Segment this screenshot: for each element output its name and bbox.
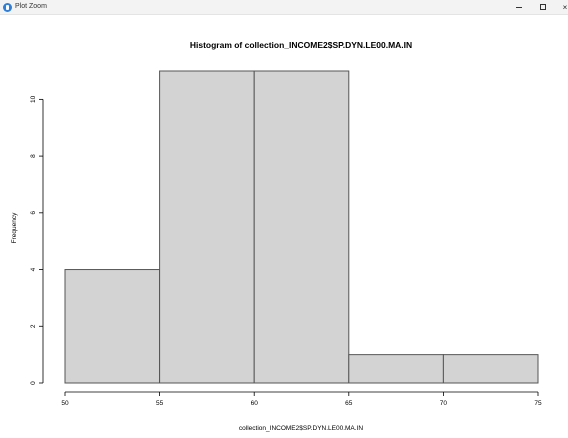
- window-title: Plot Zoom: [15, 3, 47, 10]
- minimize-icon: [516, 7, 522, 8]
- plot-area: Histogram of collection_INCOME2$SP.DYN.L…: [0, 15, 568, 438]
- y-tick-label: 4: [30, 267, 37, 271]
- histogram-bars: [64, 70, 539, 384]
- y-tick-label: 0: [30, 381, 37, 385]
- close-button[interactable]: ×: [554, 0, 568, 15]
- y-axis: 0 2 4 6 8 10: [30, 95, 44, 385]
- y-axis-label: Frequency: [11, 212, 18, 243]
- x-tick-label: 50: [61, 400, 69, 407]
- rstudio-app-icon: [3, 3, 12, 12]
- x-tick-label: 60: [251, 400, 259, 407]
- x-tick-label: 65: [345, 400, 353, 407]
- y-tick-label: 6: [30, 211, 37, 215]
- x-axis-label: collection_INCOME2$SP.DYN.LE00.MA.IN: [239, 425, 363, 432]
- x-tick-label: 55: [156, 400, 164, 407]
- chart-title: Histogram of collection_INCOME2$SP.DYN.L…: [190, 40, 412, 50]
- histogram-bar-5: [442, 354, 539, 384]
- y-tick-label: 8: [30, 154, 37, 158]
- x-tick-label: 75: [534, 400, 542, 407]
- y-tick-label: 2: [30, 324, 37, 328]
- x-tick-label: 70: [440, 400, 448, 407]
- y-tick-label: 10: [30, 95, 37, 103]
- histogram-bar-4: [348, 354, 444, 384]
- close-icon: ×: [562, 3, 568, 12]
- title-bar[interactable]: Plot Zoom ×: [0, 0, 568, 15]
- histogram-bar-1: [64, 269, 161, 384]
- histogram-chart: Histogram of collection_INCOME2$SP.DYN.L…: [11, 40, 542, 432]
- minimize-button[interactable]: [508, 0, 530, 15]
- maximize-button[interactable]: [532, 0, 554, 15]
- x-axis: 50 55 60 65 70 75: [61, 391, 542, 407]
- maximize-icon: [540, 4, 546, 10]
- histogram-bar-2: [159, 70, 255, 384]
- histogram-bar-3: [253, 70, 350, 384]
